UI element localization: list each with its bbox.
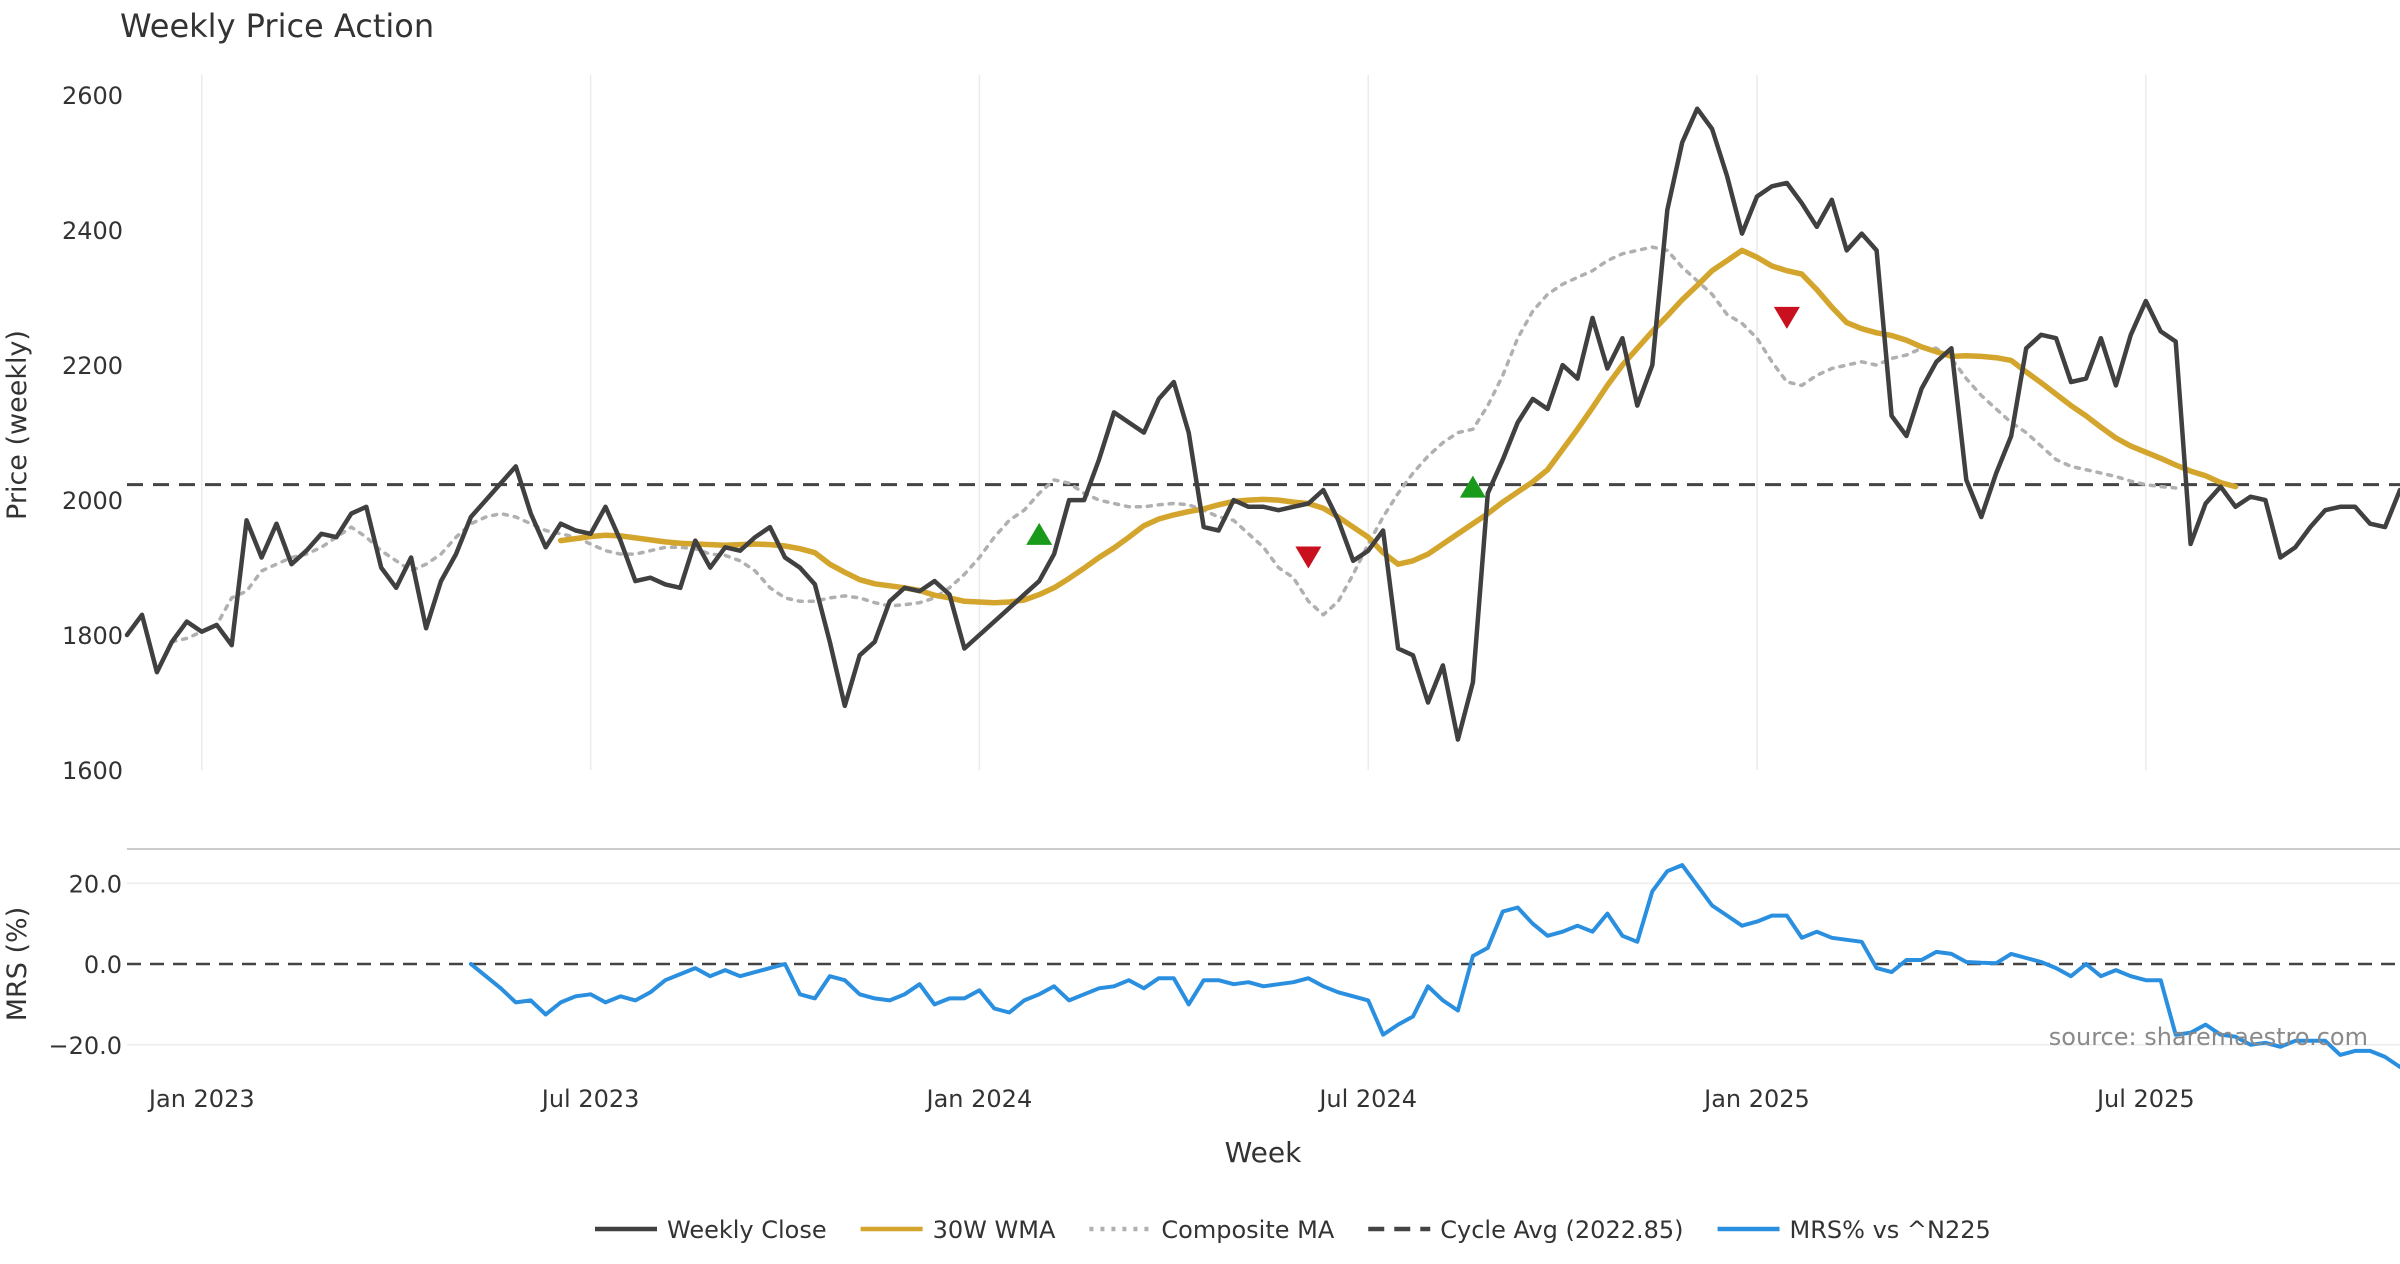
price-y-tick-label: 2200 xyxy=(62,352,123,380)
sell-signal-marker xyxy=(1295,546,1322,569)
price-y-tick-label: 2400 xyxy=(62,217,123,245)
x-axis-ticks: Jan 2023 Jul 2023 Jan 2024 Jul 2024 Jan 2025… xyxy=(147,1085,2195,1113)
buy-signal-marker xyxy=(1026,522,1053,545)
mrs-horizontal-gridlines xyxy=(127,882,2400,1046)
x-tick-label: Jul 2024 xyxy=(1317,1085,1417,1113)
x-tick-label: Jul 2023 xyxy=(540,1085,640,1113)
30w-wma-line xyxy=(557,247,2239,606)
legend-label: MRS% vs ^N225 xyxy=(1790,1216,1991,1244)
legend-label: Cycle Avg (2022.85) xyxy=(1440,1216,1683,1244)
price-y-tick-label: 1800 xyxy=(62,622,123,650)
x-tick-label: Jan 2023 xyxy=(147,1085,255,1113)
mrs-y-axis-label: MRS (%) xyxy=(2,907,33,1022)
price-y-tick-label: 1600 xyxy=(62,757,123,785)
mrs-series-group xyxy=(468,863,2400,1069)
sell-signal-marker xyxy=(1773,306,1800,329)
legend: Weekly Close 30W WMA Composite MA Cycle Avg… xyxy=(595,1216,1991,1244)
composite-ma-line xyxy=(170,245,2178,644)
x-tick-label: Jan 2025 xyxy=(1702,1085,1810,1113)
mrs-y-tick-label: −20.0 xyxy=(48,1032,122,1060)
price-y-tick-label: 2600 xyxy=(62,82,123,110)
price-vertical-gridlines xyxy=(201,75,2147,770)
mrs-y-tick-label: 20.0 xyxy=(69,870,122,898)
price-panel: 1600 1800 2000 2200 2400 2600 Price (weekly) xyxy=(2,75,2400,785)
legend-label: Composite MA xyxy=(1161,1216,1334,1244)
mrs-panel: −20.0 0.0 20.0 MRS (%) source: sharemaestr… xyxy=(2,863,2400,1069)
chart-title: Weekly Price Action xyxy=(120,7,434,45)
weekly-close-line xyxy=(124,106,2400,742)
legend-label: Weekly Close xyxy=(667,1216,827,1244)
price-y-axis-ticks: 1600 1800 2000 2200 2400 2600 xyxy=(62,82,123,785)
x-axis-label: Week xyxy=(1225,1136,1302,1169)
legend-label: 30W WMA xyxy=(933,1216,1056,1244)
signal-markers xyxy=(1026,306,1800,569)
x-tick-label: Jul 2025 xyxy=(2095,1085,2195,1113)
price-y-tick-label: 2000 xyxy=(62,487,123,515)
mrs-y-tick-label: 0.0 xyxy=(84,951,122,979)
mrs-line xyxy=(468,863,2400,1069)
source-note: source: sharemaestro.com xyxy=(2049,1023,2368,1051)
x-tick-label: Jan 2024 xyxy=(925,1085,1033,1113)
price-series-group xyxy=(124,106,2400,742)
mrs-y-axis-ticks: −20.0 0.0 20.0 xyxy=(48,870,122,1060)
buy-signal-marker xyxy=(1459,475,1486,498)
price-y-axis-label: Price (weekly) xyxy=(2,330,33,520)
